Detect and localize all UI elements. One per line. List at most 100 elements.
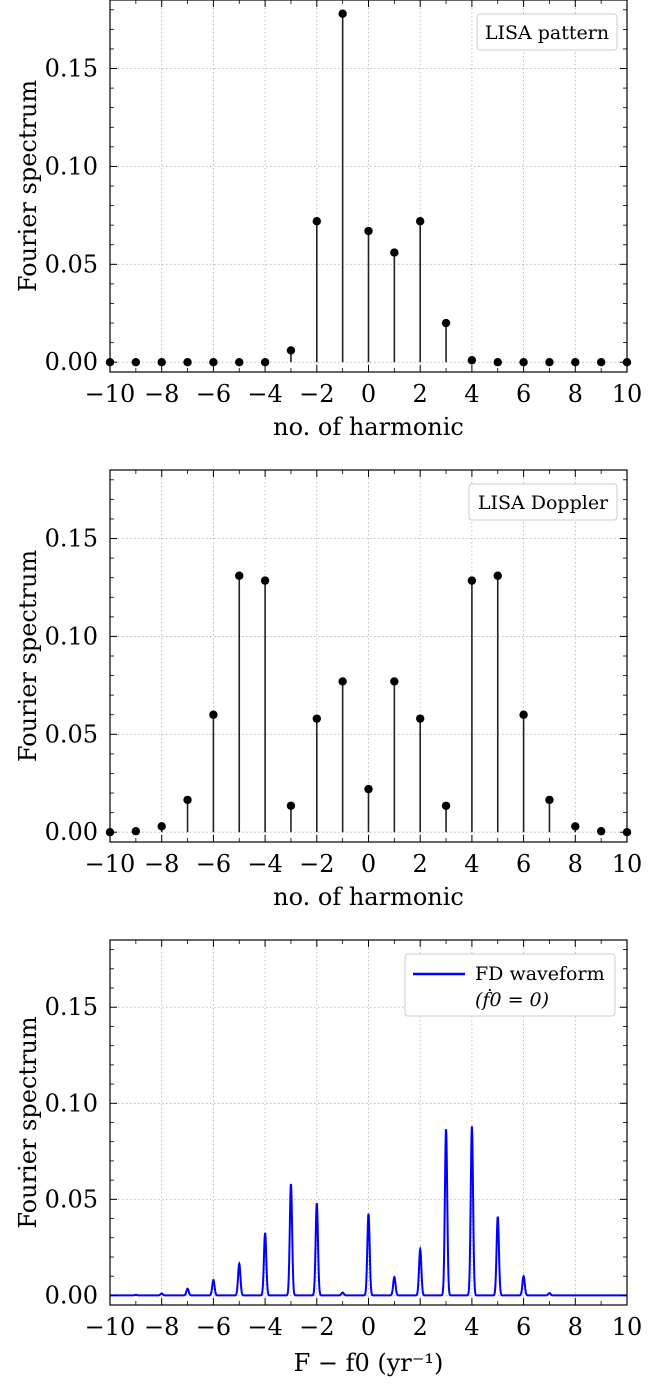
x-tick-label: 10	[612, 850, 643, 878]
x-tick-label: −10	[85, 850, 136, 878]
stem-marker	[493, 571, 502, 580]
y-tick-label: 0.05	[45, 1185, 98, 1213]
x-tick-label: −6	[196, 380, 231, 408]
x-tick-label: 8	[568, 1313, 583, 1341]
stem-marker	[596, 827, 606, 836]
x-tick-label: 0	[361, 850, 376, 878]
y-tick-label: 0.00	[45, 348, 98, 376]
x-axis-label: no. of harmonic	[273, 883, 464, 911]
y-axis-label: Fourier spectrum	[14, 80, 42, 293]
stem-marker	[493, 358, 502, 367]
legend-box	[476, 13, 618, 51]
stem-marker	[312, 714, 321, 723]
x-tick-label: −2	[299, 850, 334, 878]
stem-marker	[519, 358, 528, 367]
legend-label-sub: (ḟ0 = 0)	[475, 988, 549, 1011]
y-axis-label: Fourier spectrum	[14, 550, 42, 763]
x-tick-label: 4	[464, 380, 479, 408]
stem-marker	[235, 571, 244, 580]
stem-marker	[338, 677, 347, 686]
y-tick-label: 0.15	[45, 525, 98, 553]
stem-marker	[467, 576, 477, 585]
stem-marker	[441, 318, 451, 328]
x-tick-label: 8	[568, 380, 583, 408]
y-tick-label: 0.05	[45, 250, 98, 278]
stem-marker	[338, 9, 347, 18]
stem-marker	[131, 358, 141, 367]
x-tick-label: −10	[85, 1313, 136, 1341]
x-tick-label: −6	[196, 850, 231, 878]
stem-marker	[183, 358, 192, 367]
stem-marker	[364, 784, 373, 794]
stem-marker	[312, 217, 321, 226]
stem-marker	[286, 801, 296, 810]
stem-marker	[235, 358, 244, 367]
stem-marker	[157, 822, 166, 831]
y-tick-label: 0.15	[45, 993, 98, 1021]
x-tick-label: −6	[196, 1313, 231, 1341]
stem-marker	[390, 248, 399, 257]
x-tick-label: 8	[568, 850, 583, 878]
x-tick-label: −8	[144, 850, 179, 878]
stem-marker	[364, 226, 373, 236]
x-axis-label: no. of harmonic	[273, 413, 464, 441]
x-tick-label: 2	[413, 380, 428, 408]
stem-marker	[183, 795, 192, 805]
stem-marker	[441, 801, 451, 810]
stem-marker	[260, 358, 270, 367]
x-tick-label: 6	[516, 850, 531, 878]
spectrum-line	[110, 1126, 627, 1297]
x-tick-label: 4	[464, 1313, 479, 1341]
stem-marker	[209, 358, 218, 367]
stem-marker	[545, 795, 554, 805]
x-tick-label: 6	[516, 1313, 531, 1341]
panel-2: −10 −8 −6 −4 −2 0 2 4 6 8 10 0.00 0.05 0.10 0.15Fourie…	[14, 469, 643, 911]
x-tick-label: 2	[413, 850, 428, 878]
x-tick-label: −4	[247, 380, 282, 408]
stem-marker	[390, 677, 399, 686]
y-tick-label: 0.00	[45, 1281, 98, 1309]
x-tick-label: 4	[464, 850, 479, 878]
x-tick-label: 0	[361, 380, 376, 408]
stem-marker	[416, 217, 425, 226]
stem-marker	[571, 822, 580, 831]
x-tick-label: 2	[413, 1313, 428, 1341]
x-tick-label: −8	[144, 1313, 179, 1341]
x-axis-label: F − f0 (yr⁻¹)	[294, 1349, 444, 1377]
y-tick-label: 0.05	[45, 720, 98, 748]
legend-box	[468, 483, 618, 521]
legend-label: LISA Doppler	[478, 492, 609, 514]
x-tick-label: 0	[361, 1313, 376, 1341]
y-tick-label: 0.10	[45, 152, 98, 180]
stem-marker	[571, 358, 580, 367]
legend-label: FD waveform	[475, 963, 605, 985]
x-tick-label: −4	[247, 850, 282, 878]
legend-label: LISA pattern	[485, 22, 609, 44]
stem-marker	[131, 827, 141, 836]
x-tick-label: 6	[516, 380, 531, 408]
stem-marker	[519, 710, 528, 719]
stem-marker	[545, 358, 554, 367]
y-tick-label: 0.10	[45, 622, 98, 650]
stem-marker	[157, 358, 166, 367]
stem-marker	[596, 358, 606, 367]
y-tick-label: 0.00	[45, 818, 98, 846]
panel-1: −10 −8 −6 −4 −2 0 2 4 6 8 10 0.00 0.05 0.10 0.15Fourie…	[14, 0, 642, 441]
y-axis-label: Fourier spectrum	[14, 1016, 42, 1229]
y-tick-label: 0.15	[45, 55, 98, 83]
stem-marker	[209, 710, 218, 719]
x-tick-label: −10	[85, 380, 136, 408]
stem-marker	[416, 714, 425, 723]
panel-3: −10 −8 −6 −4 −2 0 2 4 6 8 10 0.00 0.05 0.10 0.15Fourie…	[14, 939, 643, 1377]
stem-marker	[467, 356, 477, 365]
x-tick-label: −8	[144, 380, 179, 408]
x-tick-label: 10	[612, 1313, 643, 1341]
x-tick-label: −2	[299, 380, 334, 408]
x-tick-label: −2	[299, 1313, 334, 1341]
stem-marker	[260, 576, 270, 585]
stem-marker	[286, 346, 296, 355]
legend-box	[404, 953, 616, 1017]
x-tick-label: 10	[612, 380, 643, 408]
x-tick-label: −4	[247, 1313, 282, 1341]
